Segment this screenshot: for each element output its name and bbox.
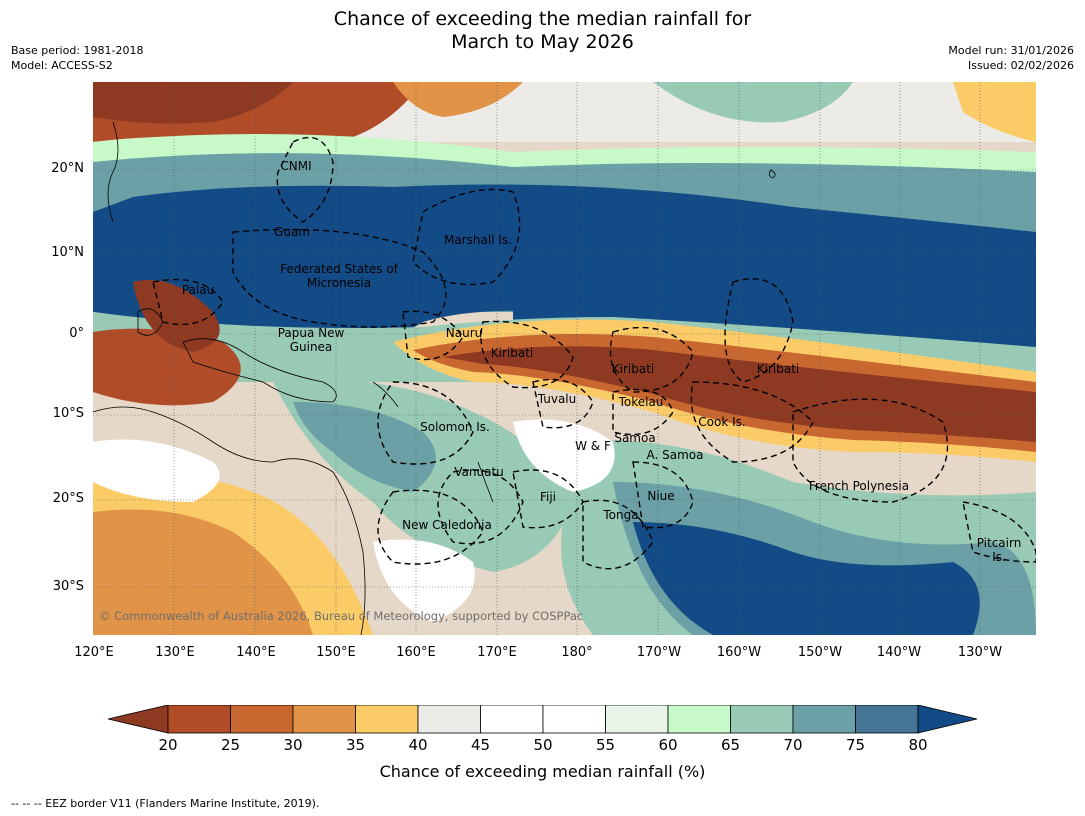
lon-label-120e: 120°E	[74, 645, 114, 660]
place-new-caledonia: New Caledonia	[402, 518, 492, 532]
colorbar-tick-label: 55	[595, 736, 616, 754]
colorbar-segment	[355, 705, 419, 734]
lon-label-180: 180°	[561, 645, 593, 660]
rainfall-field	[93, 82, 1036, 635]
lat-label-20n: 20°N	[51, 161, 84, 176]
title-line-1: Chance of exceeding the median rainfall …	[333, 8, 752, 30]
place-guam: Guam	[274, 225, 310, 239]
colorbar-segment	[480, 705, 544, 734]
place-french-polynesia: French Polynesia	[808, 479, 910, 493]
colorbar-tick-label: 65	[720, 736, 741, 754]
place-vanuatu: Vanuatu	[454, 465, 504, 479]
colorbar-segment	[855, 705, 919, 734]
place-a-samoa: A. Samoa	[646, 448, 704, 462]
place-fsm: Federated States of Micronesia	[280, 262, 398, 290]
model-run: Model run: 31/01/2026	[948, 44, 1074, 57]
place-samoa: Samoa	[614, 431, 656, 445]
title-line-2: March to May 2026	[451, 31, 634, 53]
colorbar-tick-label: 25	[220, 736, 241, 754]
place-pitcairn-is: Pitcairn Is.	[976, 536, 1022, 564]
colorbar-segment	[167, 705, 231, 734]
colorbar-segment	[792, 705, 856, 734]
colorbar-tick-label: 50	[533, 736, 553, 754]
lon-label-150w: 150°W	[797, 645, 843, 660]
colorbar	[108, 705, 978, 734]
place-kiribati-east: Kiribati	[756, 362, 800, 376]
colorbar-extend-low	[108, 705, 169, 734]
colorbar-tick-label: 30	[283, 736, 303, 754]
colorbar-segment	[667, 705, 731, 734]
colorbar-segment	[542, 705, 606, 734]
lon-label-160e: 160°E	[396, 645, 436, 660]
colorbar-segment	[730, 705, 794, 734]
lon-label-130e: 130°E	[155, 645, 195, 660]
lat-label-30s: 30°S	[52, 579, 84, 594]
colorbar-segment	[292, 705, 356, 734]
place-nauru: Nauru	[445, 326, 483, 340]
place-marshall-is: Marshall Is.	[444, 233, 512, 247]
lon-label-170w: 170°W	[636, 645, 682, 660]
colorbar-tick-label: 35	[345, 736, 366, 754]
colorbar-segment	[230, 705, 294, 734]
lon-label-130w: 130°W	[957, 645, 1003, 660]
place-w-and-f: W & F	[575, 439, 611, 453]
colorbar-tick-label: 45	[470, 736, 491, 754]
place-fiji: Fiji	[539, 490, 557, 504]
lat-label-10n: 10°N	[51, 245, 84, 260]
colorbar-tick-label: 80	[908, 736, 928, 754]
colorbar-segment	[417, 705, 481, 734]
place-kiribati-west: Kiribati	[490, 346, 534, 360]
model-name: Model: ACCESS-S2	[11, 59, 113, 72]
meta-right: Model run: 31/01/2026 Issued: 02/02/2026	[948, 43, 1074, 73]
meta-left: Base period: 1981-2018 Model: ACCESS-S2	[11, 43, 143, 73]
colorbar-tick-label: 20	[158, 736, 178, 754]
colorbar-extend-high	[917, 705, 978, 734]
eez-footnote: -- -- -- EEZ border V11 (Flanders Marine…	[11, 797, 320, 810]
lon-label-150e: 150°E	[316, 645, 356, 660]
place-kiribati-central: Kiribati	[611, 362, 655, 376]
lon-label-140e: 140°E	[236, 645, 276, 660]
lat-label-20s: 20°S	[52, 491, 84, 506]
colorbar-title: Chance of exceeding median rainfall (%)	[379, 762, 706, 781]
issued-date: Issued: 02/02/2026	[967, 59, 1074, 72]
place-cook-is: Cook Is.	[698, 415, 746, 429]
base-period: Base period: 1981-2018	[11, 44, 144, 57]
lat-label-10s: 10°S	[52, 406, 84, 421]
lon-label-140w: 140°W	[876, 645, 922, 660]
rainfall-map: CNMI Guam Marshall Is. Federated States …	[93, 82, 1036, 635]
place-tokelau: Tokelau	[618, 395, 664, 409]
lon-label-170e: 170°E	[477, 645, 517, 660]
colorbar-segment	[605, 705, 669, 734]
place-tonga: Tonga	[603, 508, 639, 522]
place-cnmi: CNMI	[280, 159, 312, 173]
place-solomon-is: Solomon Is.	[420, 420, 490, 434]
place-palau: Palau	[181, 283, 215, 297]
colorbar-tick-label: 75	[845, 736, 866, 754]
place-niue: Niue	[647, 489, 675, 503]
place-png: Papua New Guinea	[277, 326, 345, 354]
lat-label-0: 0°	[69, 326, 84, 341]
place-tuvalu: Tuvalu	[537, 392, 577, 406]
chart-title: Chance of exceeding the median rainfall …	[0, 8, 1085, 54]
colorbar-tick-label: 40	[408, 736, 428, 754]
colorbar-tick-label: 60	[658, 736, 678, 754]
colorbar-tick-label: 70	[783, 736, 803, 754]
lon-label-160w: 160°W	[716, 645, 762, 660]
copyright-notice: © Commonwealth of Australia 2026, Bureau…	[99, 609, 584, 623]
